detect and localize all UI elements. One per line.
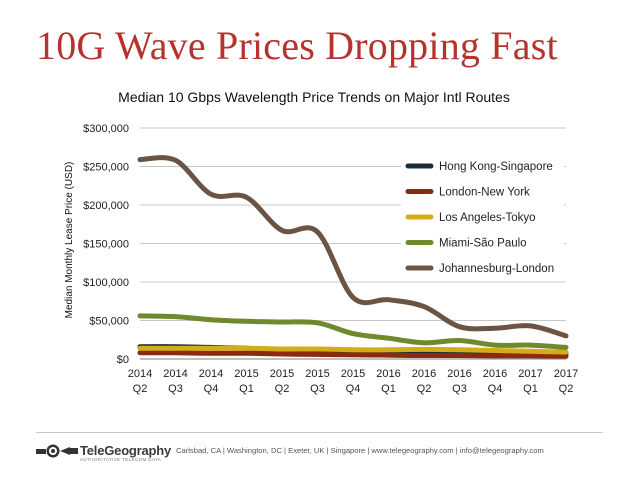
footer-divider	[36, 432, 603, 433]
x-tick-quarter-label: Q4	[346, 383, 361, 395]
x-tick-quarter-label: Q2	[559, 383, 574, 395]
y-tick-label: $100,000	[83, 277, 129, 289]
y-axis-label: Median Monthly Lease Price (USD)	[64, 162, 75, 319]
globe-logo-icon	[36, 444, 78, 458]
x-tick-year-label: 2016	[447, 368, 471, 380]
x-tick-quarter-label: Q3	[452, 383, 467, 395]
series-line-miami-sao-paulo	[137, 313, 569, 350]
logo-tagline: AUTHORITATIVE TELECOM DATA	[80, 457, 162, 462]
x-tick-year-label: 2015	[305, 368, 329, 380]
legend: Hong Kong-Singapore London-New York Los An…	[401, 155, 564, 277]
chart-title: Median 10 Gbps Wavelength Price Trends o…	[118, 89, 510, 105]
x-tick-quarter-label: Q1	[239, 383, 254, 395]
x-tick-quarter-label: Q2	[133, 383, 148, 395]
x-tick-year-label: 2015	[270, 368, 294, 380]
legend-label: Miami-São Paulo	[439, 238, 527, 250]
x-tick-year-label: 2017	[518, 368, 542, 380]
y-tick-label: $50,000	[89, 316, 129, 328]
x-tick-year-label: 2015	[341, 368, 365, 380]
x-tick-year-label: 2014	[128, 368, 152, 380]
legend-label: London-New York	[439, 187, 530, 199]
telegeography-logo: TeleGeography AUTHORITATIVE TELECOM DATA	[36, 441, 171, 463]
x-tick-year-label: 2014	[199, 368, 223, 380]
line-chart: Median 10 Gbps Wavelength Price Trends o…	[64, 89, 578, 395]
y-axis-ticks: $0 $50,000 $100,000 $150,000 $200,000 $250,00…	[83, 123, 129, 366]
x-tick-year-label: 2016	[483, 368, 507, 380]
x-tick-quarter-label: Q3	[310, 383, 325, 395]
slide-title: 10G Wave Prices Dropping Fast	[36, 23, 558, 68]
x-tick-quarter-label: Q1	[523, 383, 538, 395]
y-tick-label: $250,000	[83, 162, 129, 174]
y-tick-label: $200,000	[83, 200, 129, 212]
x-tick-quarter-label: Q4	[488, 383, 503, 395]
x-tick-year-label: 2017	[554, 368, 578, 380]
series-line-los-angeles-tokyo	[137, 345, 569, 355]
x-tick-quarter-label: Q2	[417, 383, 432, 395]
footer-contact: Carlsbad, CA | Washington, DC | Exeter, …	[176, 446, 544, 455]
series-line-johannesburg-london	[137, 155, 569, 339]
legend-label: Hong Kong-Singapore	[439, 161, 553, 173]
y-tick-label: $150,000	[83, 239, 129, 251]
x-tick-year-label: 2015	[234, 368, 258, 380]
x-tick-year-label: 2016	[376, 368, 400, 380]
y-tick-label: $300,000	[83, 123, 129, 135]
x-axis-ticks: 2014 Q2 2014 Q3 2014 Q4 2015 Q1 2015 Q2 2015 Q3 2015…	[128, 368, 578, 395]
x-tick-year-label: 2014	[163, 368, 187, 380]
x-tick-quarter-label: Q3	[168, 383, 183, 395]
x-tick-quarter-label: Q2	[275, 383, 290, 395]
y-tick-label: $0	[117, 354, 129, 366]
legend-label: Los Angeles-Tokyo	[439, 212, 536, 224]
series-lines	[137, 155, 569, 359]
x-tick-year-label: 2016	[412, 368, 436, 380]
x-tick-quarter-label: Q4	[204, 383, 219, 395]
logo-text: TeleGeography	[80, 443, 172, 458]
series-line-london-new-york	[137, 350, 569, 359]
x-tick-quarter-label: Q1	[381, 383, 396, 395]
legend-label: Johannesburg-London	[439, 263, 554, 275]
